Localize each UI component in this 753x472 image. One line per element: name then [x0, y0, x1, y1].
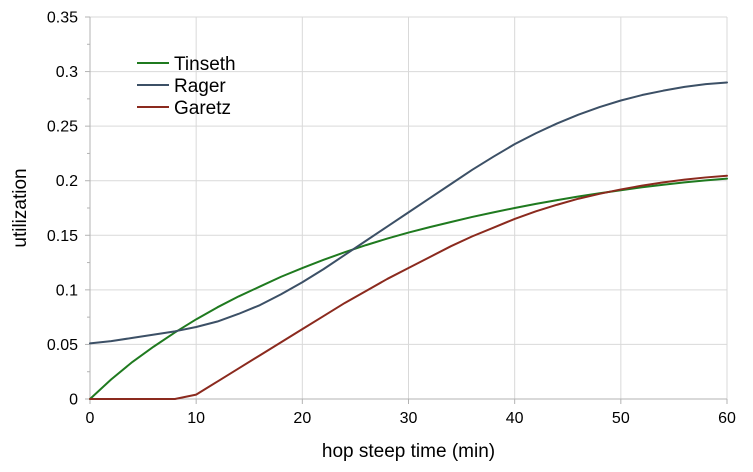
y-tick-label: 0.2	[56, 173, 78, 190]
axes	[85, 16, 728, 404]
y-tick-label: 0.05	[47, 337, 78, 354]
x-tick-label: 0	[86, 410, 95, 427]
series-line-garetz	[89, 174, 728, 400]
x-tick-label: 20	[293, 410, 311, 427]
legend-label-garetz: Garetz	[174, 98, 231, 119]
y-tick-label: 0.25	[47, 119, 78, 136]
series-line-rager	[89, 81, 728, 345]
series-lines	[89, 81, 728, 400]
y-tick-label: 0.1	[56, 282, 78, 299]
x-tick-label: 60	[718, 410, 736, 427]
x-tick-label: 10	[187, 410, 205, 427]
legend-label-rager: Rager	[174, 76, 226, 97]
grid-lines	[90, 16, 728, 399]
x-axis-title: hop steep time (min)	[322, 441, 495, 462]
y-tick-label: 0	[69, 392, 78, 409]
y-tick-label: 0.3	[56, 64, 78, 81]
y-tick-label: 0.35	[47, 10, 78, 27]
legend-label-tinseth: Tinseth	[174, 54, 236, 75]
tick-labels: 0 0.05 0.1 0.15 0.2 0.25 0.3 0.35 0 10 20 30 40 50 60	[47, 10, 736, 428]
y-tick-label: 0.15	[47, 228, 78, 245]
x-tick-label: 40	[506, 410, 524, 427]
x-tick-label: 50	[612, 410, 630, 427]
y-axis-title: utilization	[10, 168, 31, 247]
x-tick-label: 30	[400, 410, 418, 427]
